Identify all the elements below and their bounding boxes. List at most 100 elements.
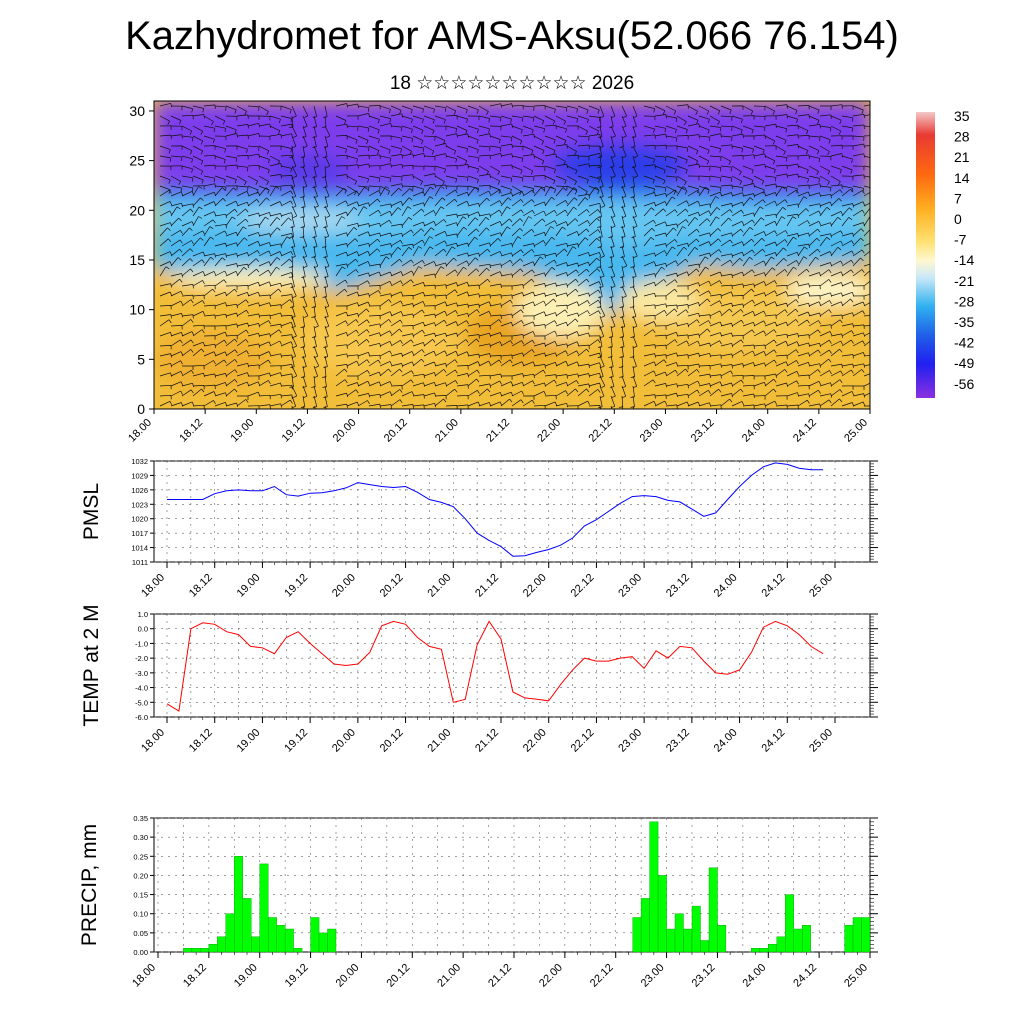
- wind-barb: [830, 125, 842, 135]
- wind-barb: [687, 211, 701, 217]
- wind-barb: [192, 206, 203, 217]
- wind-barb: [456, 404, 469, 409]
- wind-barb: [302, 305, 309, 318]
- wind-barb: [456, 200, 470, 207]
- wind-barb: [445, 125, 458, 133]
- wind-barb: [335, 392, 349, 398]
- wind-barb: [423, 145, 435, 155]
- wind-barb: [643, 207, 655, 217]
- wind-barb: [522, 189, 535, 197]
- wind-barb: [665, 362, 679, 367]
- colorbar-gradient: [916, 112, 935, 398]
- heatmap-ytick-label: 0: [137, 401, 145, 417]
- wind-barb: [665, 196, 676, 207]
- wind-barb: [300, 185, 305, 198]
- wind-barb: [192, 251, 206, 257]
- wind-barb: [192, 125, 204, 135]
- wind-barb: [665, 308, 678, 317]
- wind-barb: [522, 175, 535, 181]
- wind-barb: [720, 155, 732, 165]
- wind-barb: [181, 370, 194, 377]
- wind-barb: [643, 315, 656, 320]
- wind-barb: [797, 319, 810, 327]
- wind-barb: [467, 175, 479, 184]
- wind-barb: [566, 135, 578, 145]
- wind-barb: [423, 350, 436, 357]
- wind-barb: [478, 190, 491, 197]
- wind-barb: [170, 217, 182, 227]
- wind-barb: [511, 199, 524, 207]
- wind-barb: [324, 255, 330, 269]
- wind-barb: [390, 300, 403, 307]
- wind-barb: [555, 226, 566, 237]
- wind-barb: [379, 404, 392, 409]
- wind-barb: [412, 105, 424, 113]
- wind-barb: [654, 208, 667, 217]
- wind-barb: [775, 186, 786, 197]
- wind-barb: [588, 257, 600, 267]
- wind-barb: [808, 320, 821, 327]
- wind-barb: [698, 135, 711, 142]
- wind-barb: [786, 134, 799, 139]
- wind-barb: [566, 185, 578, 195]
- wind-barb: [467, 155, 480, 162]
- wind-barb: [192, 310, 206, 317]
- wind-barb: [270, 145, 282, 150]
- wind-barb: [412, 135, 424, 145]
- wind-barb: [269, 125, 281, 135]
- wind-barb: [478, 105, 489, 116]
- wind-barb: [159, 251, 173, 257]
- wind-barb: [808, 210, 821, 217]
- wind-barb: [335, 379, 348, 387]
- ytick-label: 1014: [131, 544, 148, 553]
- wind-barb: [522, 395, 535, 400]
- wind-barb: [742, 269, 755, 277]
- wind-barb: [797, 283, 810, 288]
- wind-barb: [632, 335, 638, 349]
- wind-barb: [214, 331, 228, 337]
- wind-barb: [863, 175, 870, 178]
- wind-barb: [654, 155, 667, 162]
- wind-barb: [401, 370, 414, 377]
- wind-barb: [170, 351, 184, 357]
- wind-barb: [533, 292, 547, 297]
- wind-barb: [522, 301, 536, 307]
- wind-barb: [214, 325, 227, 330]
- wind-barb: [632, 105, 638, 119]
- wind-barb: [412, 329, 425, 337]
- wind-barb: [621, 115, 627, 128]
- wind-barb: [786, 115, 798, 123]
- wind-barb: [258, 380, 271, 387]
- wind-barb: [159, 238, 172, 247]
- wind-barb: [621, 145, 627, 159]
- wind-barb: [467, 211, 481, 217]
- wind-barb: [643, 370, 656, 377]
- wind-barb: [533, 342, 547, 347]
- wind-barb: [786, 233, 799, 238]
- wind-barb: [544, 226, 555, 237]
- wind-barb: [423, 186, 434, 197]
- wind-barb: [797, 125, 809, 135]
- wind-barb: [236, 185, 249, 192]
- wind-barb: [357, 113, 370, 118]
- wind-barb: [533, 272, 547, 277]
- wind-barb: [192, 388, 205, 397]
- wind-barb: [390, 145, 402, 153]
- wind-barb: [753, 330, 766, 337]
- wind-barb: [621, 195, 626, 209]
- wind-barb: [830, 230, 843, 237]
- wind-barb: [863, 382, 870, 387]
- wind-barb: [203, 314, 216, 319]
- wind-barb: [654, 125, 667, 133]
- wind-barb: [291, 335, 298, 349]
- wind-barb: [698, 115, 710, 124]
- wind-barb: [610, 215, 616, 229]
- wind-barb: [445, 380, 458, 387]
- wind-barb: [720, 217, 732, 227]
- precip-bar: [793, 928, 803, 953]
- wind-barb: [236, 105, 247, 115]
- wind-barb: [300, 205, 305, 218]
- wind-barb: [654, 262, 668, 268]
- xtick-label: 18.12: [187, 727, 215, 755]
- wind-barb: [654, 400, 668, 407]
